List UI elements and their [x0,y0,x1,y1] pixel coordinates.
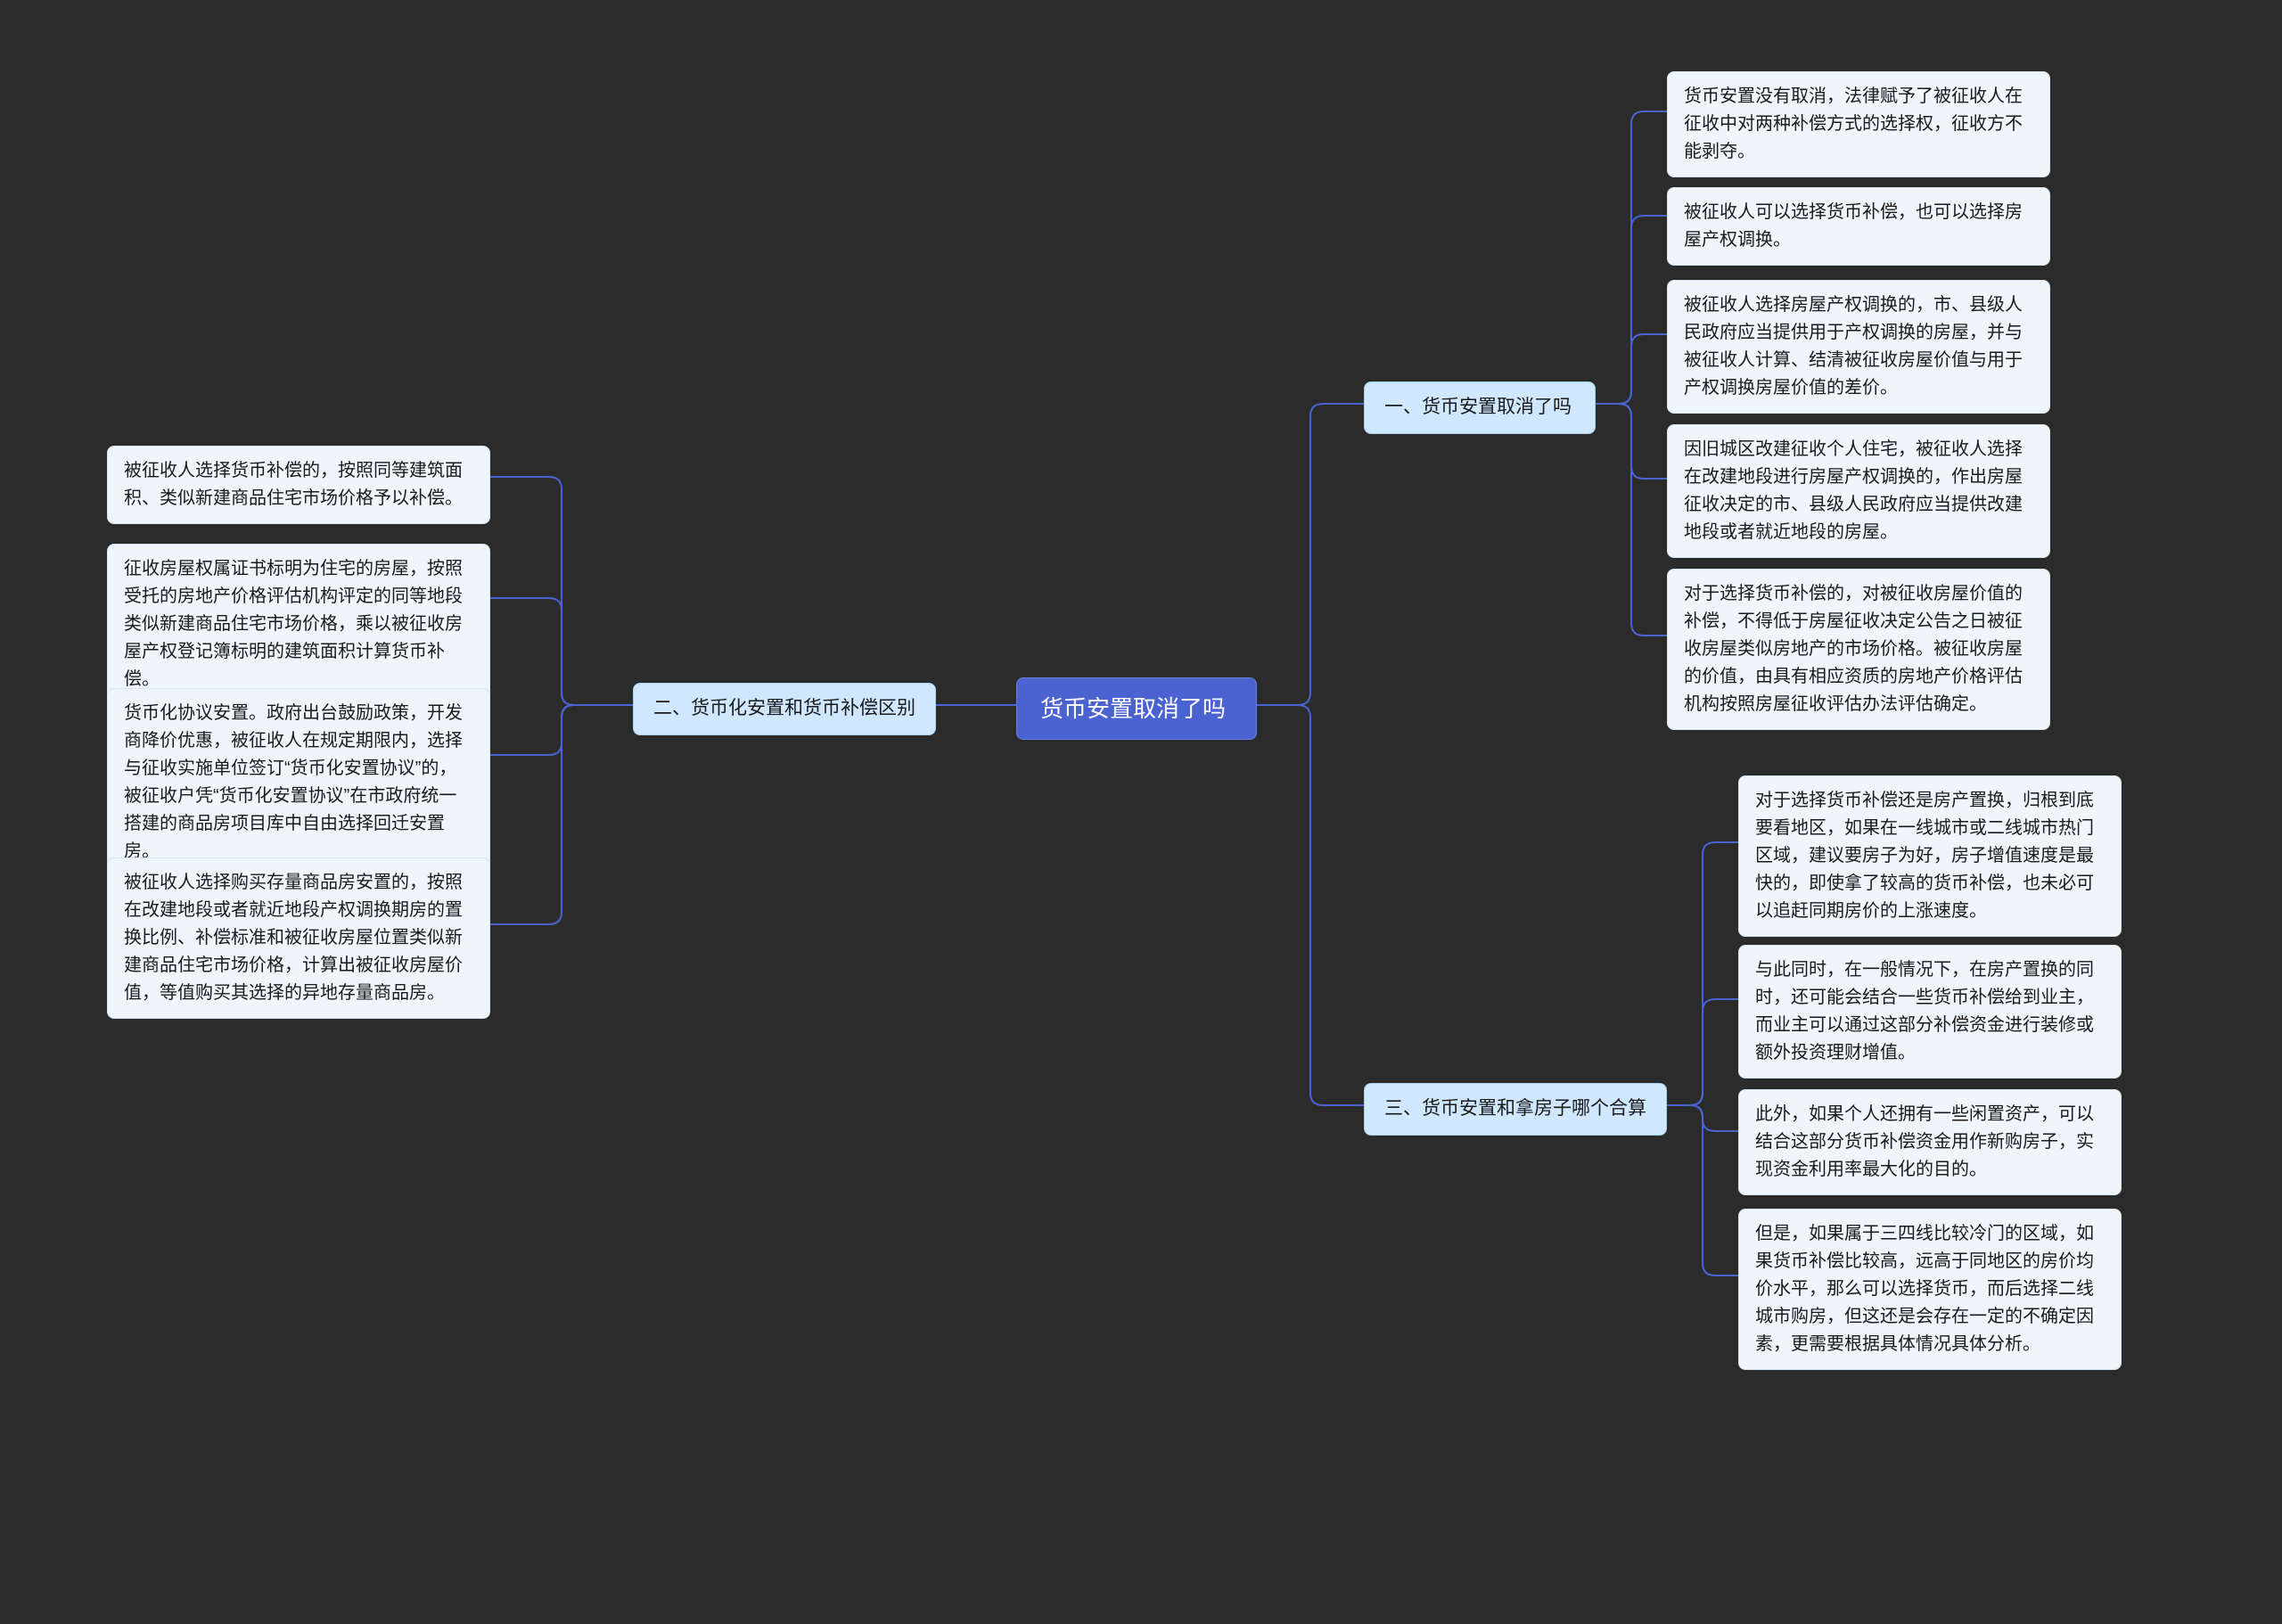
leaf-node[interactable]: 对于选择货币补偿还是房产置换，归根到底要看地区，如果在一线城市或二线城市热门区域… [1738,775,2122,937]
leaf-node[interactable]: 但是，如果属于三四线比较冷门的区域，如果货币补偿比较高，远高于同地区的房价均价水… [1738,1209,2122,1370]
leaf-node[interactable]: 被征收人选择购买存量商品房安置的，按照在改建地段或者就近地段产权调换期房的置换比… [107,857,490,1019]
topic-node[interactable]: 一、货币安置取消了吗 [1364,381,1596,434]
mindmap-canvas: 货币安置取消了吗 一、货币安置取消了吗 货币安置没有取消，法律赋予了被征收人在征收… [0,0,2282,1624]
leaf-node[interactable]: 被征收人可以选择货币补偿，也可以选择房屋产权调换。 [1667,187,2050,266]
leaf-node[interactable]: 与此同时，在一般情况下，在房产置换的同时，还可能会结合一些货币补偿给到业主，而业… [1738,945,2122,1079]
leaf-node[interactable]: 征收房屋权属证书标明为住宅的房屋，按照受托的房地产价格评估机构评定的同等地段类似… [107,544,490,705]
leaf-node[interactable]: 货币安置没有取消，法律赋予了被征收人在征收中对两种补偿方式的选择权，征收方不能剥… [1667,71,2050,177]
leaf-node[interactable]: 货币化协议安置。政府出台鼓励政策，开发商降价优惠，被征收人在规定期限内，选择与征… [107,688,490,877]
topic-node[interactable]: 三、货币安置和拿房子哪个合算 [1364,1083,1667,1136]
leaf-node[interactable]: 此外，如果个人还拥有一些闲置资产，可以结合这部分货币补偿资金用作新购房子，实现资… [1738,1089,2122,1195]
leaf-node[interactable]: 对于选择货币补偿的，对被征收房屋价值的补偿，不得低于房屋征收决定公告之日被征收房… [1667,569,2050,730]
topic-node[interactable]: 二、货币化安置和货币补偿区别 [633,683,936,735]
root-node[interactable]: 货币安置取消了吗 [1016,677,1257,740]
leaf-node[interactable]: 被征收人选择房屋产权调换的，市、县级人民政府应当提供用于产权调换的房屋，并与被征… [1667,280,2050,414]
leaf-node[interactable]: 因旧城区改建征收个人住宅，被征收人选择在改建地段进行房屋产权调换的，作出房屋征收… [1667,424,2050,558]
leaf-node[interactable]: 被征收人选择货币补偿的，按照同等建筑面积、类似新建商品住宅市场价格予以补偿。 [107,446,490,524]
